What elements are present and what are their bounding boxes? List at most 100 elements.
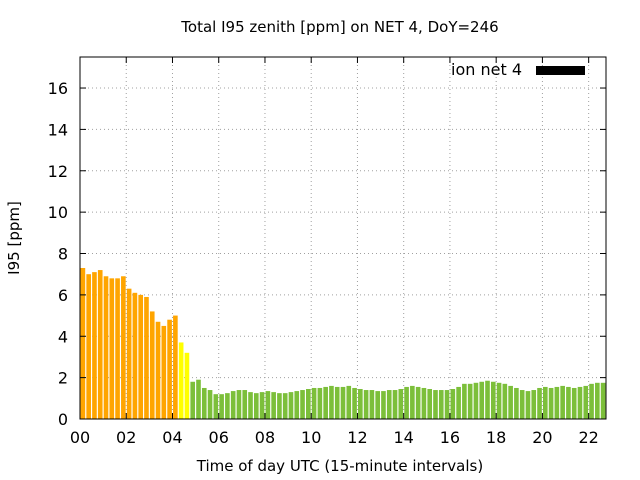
x-tick-label: 20: [532, 428, 552, 447]
grid-lines: [80, 57, 606, 419]
bar: [167, 319, 172, 419]
bar: [144, 296, 149, 419]
chart-title: Total I95 zenith [ppm] on NET 4, DoY=246: [180, 18, 498, 36]
bar: [444, 390, 450, 419]
bars: [80, 267, 606, 419]
bar: [219, 394, 224, 419]
y-tick-label: 10: [48, 203, 68, 222]
bar: [121, 276, 126, 419]
bar: [490, 381, 496, 419]
bar: [236, 390, 242, 419]
bar: [496, 382, 502, 419]
bar: [467, 383, 473, 419]
bar: [531, 390, 537, 419]
bar: [323, 386, 328, 419]
legend-swatch: [536, 66, 585, 75]
bar: [346, 385, 352, 419]
bar: [248, 392, 253, 419]
bar: [398, 389, 404, 419]
bar: [115, 278, 120, 419]
bar: [242, 390, 248, 419]
bar: [173, 315, 178, 419]
bar: [589, 383, 594, 419]
bar: [415, 386, 421, 419]
bar: [253, 393, 259, 419]
bar: [80, 267, 86, 419]
plot-frame: [79, 56, 607, 420]
x-tick-label: 18: [486, 428, 506, 447]
y-tick-label: 4: [58, 327, 68, 346]
bar: [201, 387, 207, 419]
bar: [86, 274, 91, 419]
bar: [97, 270, 103, 419]
bar: [271, 392, 276, 419]
bar: [542, 386, 548, 419]
bar: [473, 382, 479, 419]
bar: [508, 385, 513, 419]
bar: [207, 390, 213, 419]
x-tick-label: 10: [301, 428, 321, 447]
bar: [375, 391, 380, 419]
bar: [92, 272, 97, 419]
x-tick-label: 14: [394, 428, 414, 447]
y-tick-label: 14: [48, 120, 68, 139]
bar: [149, 311, 155, 419]
bar: [381, 391, 386, 419]
x-tick-label: 16: [440, 428, 460, 447]
y-tick-label: 16: [48, 79, 68, 98]
bar: [138, 294, 144, 419]
bar: [103, 276, 109, 419]
y-axis-title: I95 [ppm]: [5, 201, 23, 275]
bar: [386, 390, 392, 419]
bar: [410, 385, 415, 419]
bar: [485, 380, 490, 419]
y-tick-label: 12: [48, 162, 68, 181]
bar: [421, 387, 427, 419]
bar: [277, 393, 282, 419]
x-tick-label: 02: [116, 428, 136, 447]
bar: [369, 390, 375, 419]
bar: [583, 385, 589, 419]
bar: [259, 392, 265, 419]
y-tick-label: 6: [58, 286, 68, 305]
bar: [109, 278, 115, 419]
x-tick-label: 08: [255, 428, 275, 447]
bar: [438, 390, 444, 419]
bar: [456, 386, 461, 419]
bar: [537, 387, 542, 419]
bar: [282, 393, 288, 419]
bar: [479, 381, 485, 419]
x-tick-label: 04: [162, 428, 182, 447]
bar: [514, 387, 519, 419]
x-tick-label: 12: [347, 428, 367, 447]
bar: [300, 390, 305, 419]
legend: ion net 4: [451, 60, 585, 79]
bar: [340, 386, 346, 419]
bar: [334, 386, 340, 419]
bar: [433, 390, 438, 419]
x-tick-label: 00: [70, 428, 90, 447]
bar: [352, 387, 357, 419]
x-tick-label: 22: [578, 428, 598, 447]
bar: [450, 389, 456, 419]
bar: [358, 389, 363, 419]
bar: [196, 379, 201, 419]
bar: [126, 288, 132, 419]
bar: [571, 387, 577, 419]
bar: [132, 292, 138, 419]
bar: [225, 393, 230, 419]
legend-label: ion net 4: [451, 60, 522, 79]
bar: [554, 386, 560, 419]
y-tick-label: 2: [58, 369, 68, 388]
bar: [600, 382, 606, 419]
bar: [404, 386, 409, 419]
bar: [190, 381, 196, 419]
bar: [427, 389, 433, 419]
bar: [161, 325, 167, 419]
y-tick-label: 8: [58, 245, 68, 264]
x-tick-label: 06: [209, 428, 229, 447]
bar: [230, 391, 236, 419]
bar: [560, 385, 565, 419]
